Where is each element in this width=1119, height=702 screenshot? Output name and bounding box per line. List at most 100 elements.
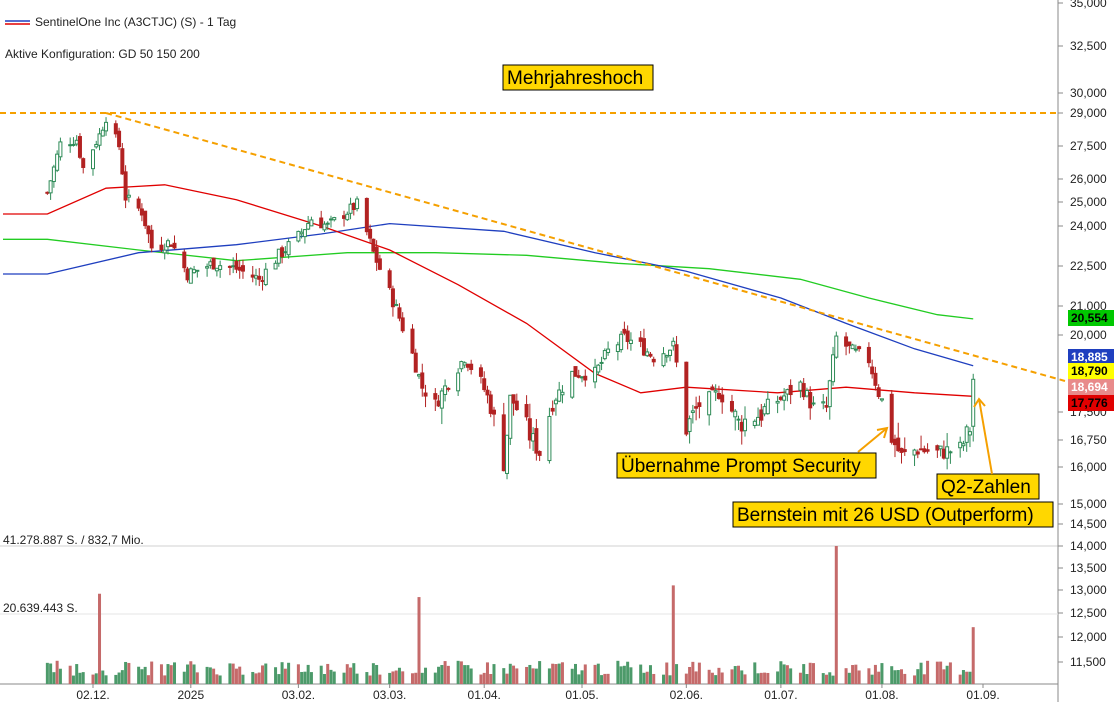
volume-bar	[844, 668, 848, 684]
volume-bar	[212, 668, 216, 684]
candle-body	[622, 328, 627, 334]
arrow-q2-icon	[978, 398, 993, 475]
volume-bar	[854, 664, 858, 684]
volume-bar	[182, 671, 186, 684]
candle-body	[505, 434, 510, 474]
candle-body	[211, 257, 216, 270]
candle-body	[583, 375, 588, 381]
volume-bar	[189, 661, 193, 684]
volume-bar	[261, 665, 265, 684]
volume-bar	[71, 675, 75, 684]
volume-bar	[127, 662, 131, 684]
price-badge	[1068, 379, 1114, 395]
volume-bar	[903, 673, 907, 684]
volume-bar	[114, 674, 118, 684]
volume-bar	[173, 662, 177, 684]
candle-body	[299, 231, 304, 235]
volume-bar	[811, 663, 815, 684]
candle-body	[743, 418, 748, 432]
candle-body	[808, 392, 813, 409]
volume-bar	[274, 667, 278, 684]
volume-bar	[913, 675, 917, 684]
chart-title: SentinelOne Inc (A3CTJC) (S) - 1 Tag	[35, 15, 236, 29]
volume-bar	[675, 664, 679, 684]
volume-bar	[831, 675, 835, 684]
volume-bar	[547, 668, 551, 684]
candle-body	[557, 389, 562, 402]
candle-body	[81, 158, 86, 168]
candle-body	[628, 339, 633, 344]
candle-body	[120, 148, 125, 175]
candle-body	[596, 364, 601, 373]
volume-bar	[626, 661, 630, 684]
volume-bar	[834, 546, 838, 684]
candle-body	[694, 406, 699, 409]
y-tick-label: 15,000	[1070, 497, 1107, 511]
candle-body	[240, 265, 245, 272]
candle-body	[827, 380, 832, 408]
candle-body	[857, 346, 862, 350]
volume-bar	[437, 666, 441, 684]
price-badge-text: 18,694	[1071, 380, 1108, 394]
price-badge-text: 20,554	[1071, 311, 1108, 325]
candle-body	[690, 410, 695, 413]
candle-body	[413, 352, 418, 373]
volume-bar	[583, 664, 587, 684]
candle-body	[971, 378, 976, 427]
candle-body	[736, 418, 741, 421]
candle-body	[651, 358, 656, 363]
candlesticks	[45, 117, 976, 480]
volume-bar	[652, 673, 656, 684]
volume-bar	[228, 663, 232, 684]
candle-body	[68, 144, 73, 147]
volume-bar	[648, 665, 652, 684]
candle-body	[51, 166, 56, 183]
volume-bar	[873, 664, 877, 684]
candle-body	[889, 393, 894, 443]
candle-body	[580, 376, 585, 379]
x-tick-label: 01.09.	[966, 688, 999, 702]
volume-bar	[394, 670, 398, 684]
candle-body	[707, 391, 712, 416]
volume-bar	[740, 670, 744, 684]
candle-body	[831, 354, 836, 383]
volume-bar	[463, 665, 467, 684]
volume-bar	[117, 672, 121, 684]
y-tick-label: 14,000	[1070, 539, 1107, 553]
volume-bar	[642, 672, 646, 684]
candle-body	[847, 341, 852, 347]
candle-body	[785, 389, 790, 395]
candle-body	[524, 404, 529, 418]
candle-body	[325, 222, 330, 225]
candle-body	[172, 242, 177, 249]
candle-body	[355, 198, 360, 210]
candle-body	[420, 372, 425, 389]
volume-bar	[371, 663, 375, 684]
volume-bar	[893, 670, 897, 684]
volume-bar	[401, 671, 405, 684]
volume-bar	[645, 671, 649, 684]
candle-body	[648, 353, 653, 357]
x-tick-label: 03.02.	[282, 688, 315, 702]
volume-bar	[867, 668, 871, 684]
volume-bar	[218, 675, 222, 684]
candle-body	[821, 401, 826, 404]
candle-body	[364, 197, 369, 233]
candle-body	[286, 241, 291, 256]
y-tick-label: 12,000	[1070, 630, 1107, 644]
x-tick-label: 01.05.	[565, 688, 598, 702]
legend[interactable]: SentinelOne Inc (A3CTJC) (S) - 1 Tag	[5, 15, 236, 29]
candle-body	[531, 433, 536, 442]
candle-body	[912, 449, 917, 456]
volume-bar	[821, 673, 825, 684]
x-tick-label: 01.07.	[764, 688, 797, 702]
volume-bar	[730, 669, 734, 684]
candle-body	[593, 366, 598, 383]
volume-bar	[234, 668, 238, 684]
candle-body	[482, 378, 487, 391]
volume-bar	[91, 674, 95, 684]
trendline	[105, 112, 1066, 382]
candle-body	[570, 370, 575, 398]
volume-bar	[805, 674, 809, 684]
